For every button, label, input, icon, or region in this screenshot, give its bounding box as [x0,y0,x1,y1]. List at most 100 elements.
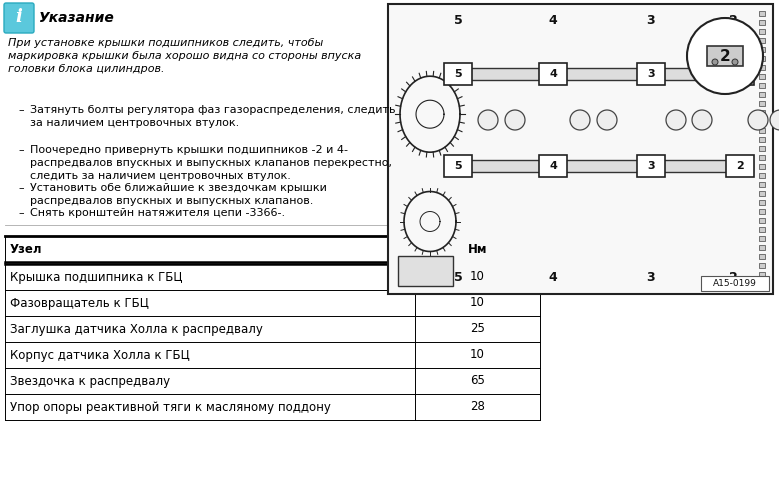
Text: 3: 3 [647,14,655,27]
Text: Указание: Указание [39,11,115,25]
Bar [726,63,754,85]
Text: Крышка подшипника к ГБЦ: Крышка подшипника к ГБЦ [10,271,182,284]
Text: 4: 4 [549,69,557,79]
Circle shape [712,59,718,65]
Text: Затянуть болты регулятора фаз газораспределения, следить
за наличием центровочны: Затянуть болты регулятора фаз газораспре… [30,105,396,128]
Text: 5: 5 [453,271,463,284]
Bar [759,74,765,79]
Bar [759,218,765,223]
Text: 2: 2 [728,14,738,27]
Text: Звездочка к распредвалу: Звездочка к распредвалу [10,375,170,387]
Text: Нм: Нм [467,242,487,256]
FancyBboxPatch shape [4,3,34,33]
Bar [759,191,765,196]
Circle shape [505,110,525,130]
Text: –: – [18,105,23,115]
Bar [759,101,765,106]
Bar [444,155,472,177]
Text: 2: 2 [736,69,744,79]
Text: 10: 10 [470,271,485,284]
Bar [637,63,665,85]
Text: i: i [16,8,23,26]
Text: 4: 4 [548,14,558,27]
Bar [759,164,765,169]
Bar [398,256,453,286]
Bar [759,92,765,97]
Text: –: – [18,183,23,193]
Bar [456,68,753,80]
Text: A15-0199: A15-0199 [713,279,757,288]
Bar [539,155,567,177]
Text: 5: 5 [454,161,462,171]
Bar [759,272,765,277]
Circle shape [666,110,686,130]
Bar [759,182,765,187]
Bar [759,65,765,70]
Bar [759,245,765,250]
Bar [759,209,765,214]
Bar [637,155,665,177]
Bar [759,236,765,241]
Bar [388,4,773,294]
Text: 4: 4 [549,161,557,171]
Text: Фазовращатель к ГБЦ: Фазовращатель к ГБЦ [10,297,149,310]
Bar [759,173,765,178]
Text: 3: 3 [647,161,655,171]
Bar [759,56,765,61]
Text: 2: 2 [728,271,738,284]
Circle shape [732,59,738,65]
Circle shape [692,110,712,130]
Text: 3: 3 [647,69,655,79]
Circle shape [597,110,617,130]
Text: –: – [18,145,23,155]
Text: 25: 25 [470,323,485,336]
Circle shape [748,110,768,130]
Bar [759,281,765,286]
Bar [759,254,765,259]
Bar [759,11,765,16]
Text: 5: 5 [453,14,463,27]
Bar [726,155,754,177]
Bar [707,46,743,66]
Bar [759,137,765,142]
Bar [456,160,753,172]
Bar [759,29,765,34]
Bar [759,119,765,124]
Circle shape [478,110,498,130]
Text: Упор опоры реактивной тяги к масляному поддону: Упор опоры реактивной тяги к масляному п… [10,400,331,413]
Circle shape [687,18,763,94]
Bar [539,63,567,85]
Text: 65: 65 [470,375,485,387]
Text: –: – [18,208,23,218]
Text: 28: 28 [470,400,485,413]
Circle shape [770,110,779,130]
Bar [759,110,765,115]
Text: 2: 2 [736,161,744,171]
Bar [759,20,765,25]
Bar [759,155,765,160]
Text: Установить обе ближайшие к звездочкам крышки
распредвалов впускных и выпускных к: Установить обе ближайшие к звездочкам кр… [30,183,327,206]
Bar [444,63,472,85]
Bar [701,276,769,291]
Text: Поочередно привернуть крышки подшипников -2 и 4-
распредвалов впускных и выпускн: Поочередно привернуть крышки подшипников… [30,145,392,180]
Text: При установке крышки подшипников следить, чтобы
маркировка крышки была хорошо ви: При установке крышки подшипников следить… [8,38,361,75]
Bar [759,47,765,52]
Bar [759,128,765,133]
Text: Корпус датчика Холла к ГБЦ: Корпус датчика Холла к ГБЦ [10,349,190,362]
Text: 2: 2 [720,49,731,64]
Text: 4: 4 [548,271,558,284]
Text: Узел: Узел [10,242,43,256]
Circle shape [570,110,590,130]
Text: Снять кронштейн натяжителя цепи -3366-.: Снять кронштейн натяжителя цепи -3366-. [30,208,285,218]
Bar [759,227,765,232]
Bar [759,263,765,268]
Bar [759,83,765,88]
Bar [759,146,765,151]
Text: 10: 10 [470,297,485,310]
Text: 5: 5 [454,69,462,79]
Text: 3: 3 [647,271,655,284]
Bar [759,200,765,205]
Text: 10: 10 [470,349,485,362]
Bar [759,38,765,43]
Text: Заглушка датчика Холла к распредвалу: Заглушка датчика Холла к распредвалу [10,323,263,336]
